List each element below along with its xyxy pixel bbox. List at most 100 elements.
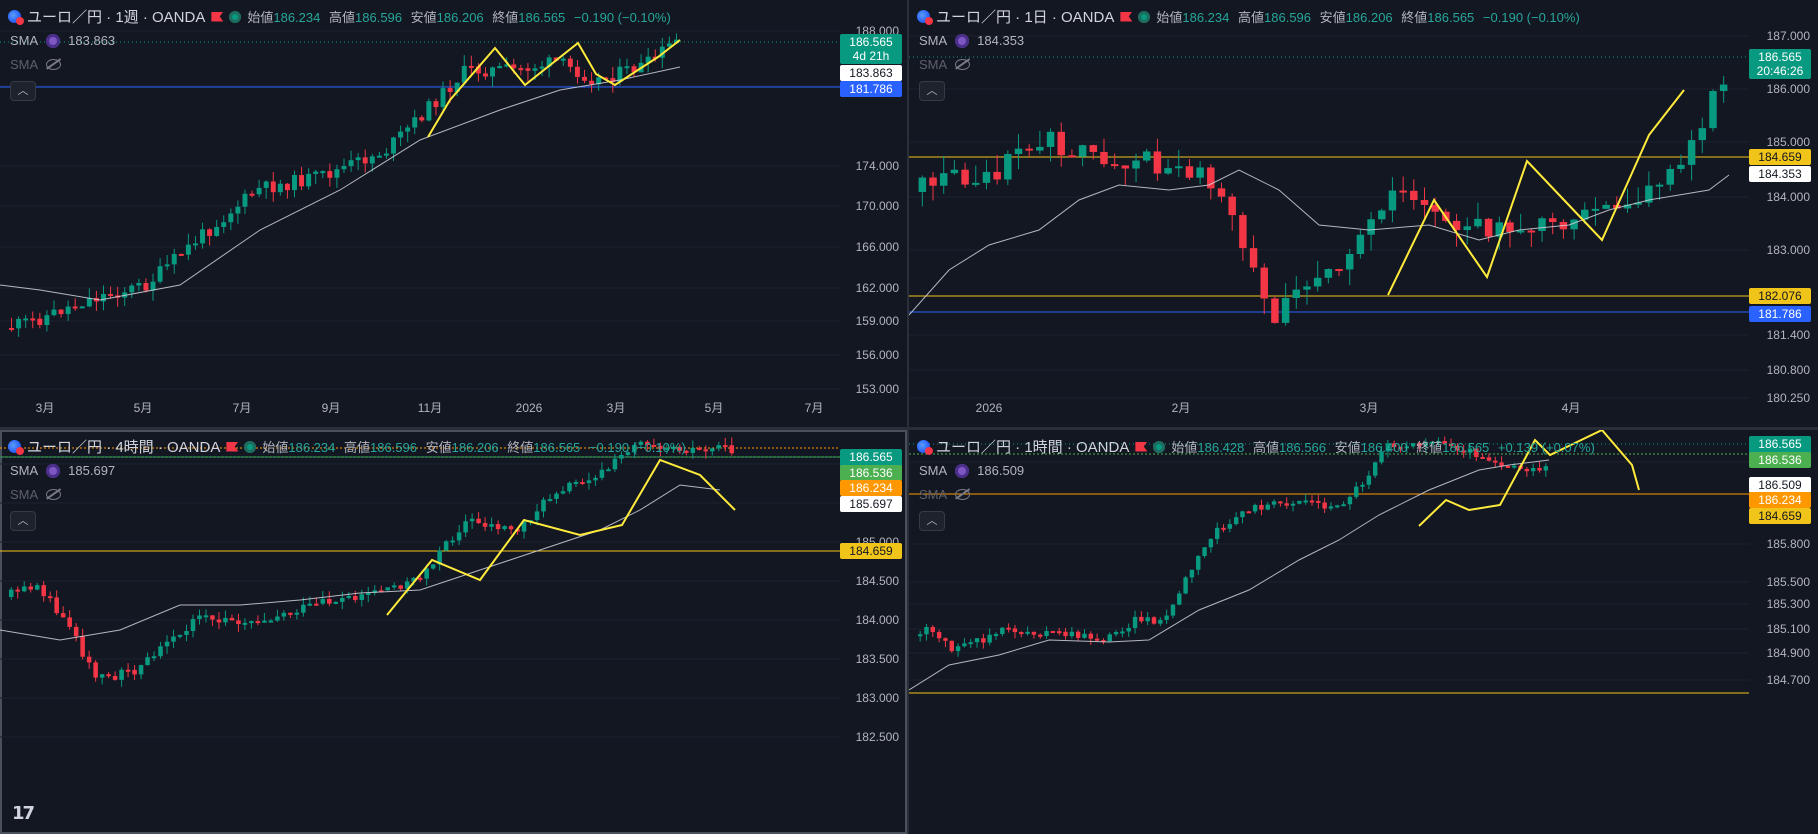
candle-body: [1484, 218, 1493, 237]
chart-pane-weekly[interactable]: 188.000179.000174.000170.000166.000162.0…: [0, 0, 907, 427]
eye-hidden-icon[interactable]: [46, 59, 62, 70]
time-axis-label: 7月: [233, 401, 252, 415]
sma-hidden-row[interactable]: SMA: [10, 487, 62, 502]
sma-hidden-row[interactable]: SMA: [919, 57, 971, 72]
flag-icon[interactable]: [226, 441, 239, 452]
chart-canvas-4h[interactable]: 187.000185.500185.000184.500184.000183.5…: [0, 430, 907, 834]
eye-hidden-icon[interactable]: [955, 489, 971, 500]
candle-body: [1442, 441, 1447, 444]
symbol-title[interactable]: ユーロ／円 · 1時間 · OANDA: [936, 439, 1130, 456]
candle-body: [1316, 500, 1321, 503]
time-axis-label: 4月: [1562, 401, 1581, 415]
symbol-title[interactable]: ユーロ／円 · 4時間 · OANDA: [27, 439, 221, 456]
candle-body: [1044, 631, 1049, 636]
candle-body: [320, 598, 326, 604]
candle-body: [1069, 631, 1075, 637]
candle-body: [178, 253, 184, 256]
candle-body: [1290, 503, 1296, 506]
flag-icon[interactable]: [211, 11, 224, 22]
candle-body: [353, 595, 358, 600]
sma-indicator-row[interactable]: SMA 183.863: [10, 33, 116, 48]
candle-body: [158, 646, 163, 657]
candle-body: [60, 613, 66, 618]
candle-body: [177, 634, 183, 637]
candle-body: [1360, 484, 1365, 487]
candle-body: [164, 641, 170, 647]
chart-pane-daily[interactable]: 187.000 186.000 185.000 184.000 183.000 181.4…: [909, 0, 1818, 427]
candle-body: [1126, 627, 1131, 632]
candle-body: [1495, 222, 1504, 237]
price-axis-label: 184.900: [1767, 646, 1811, 660]
flag-icon[interactable]: [1135, 441, 1148, 452]
candle-body: [294, 612, 300, 615]
symbol-logo-icon: [8, 10, 24, 25]
candle-body: [1506, 222, 1514, 232]
eye-hidden-icon[interactable]: [46, 489, 62, 500]
candle-body: [1388, 190, 1397, 211]
time-axis-label: 9月: [322, 401, 341, 415]
candle-body: [1217, 188, 1226, 197]
symbol-title[interactable]: ユーロ／円 · 1日 · OANDA: [936, 9, 1115, 26]
time-axis-label: 2026: [976, 401, 1003, 415]
chart-pane-4h[interactable]: 187.000185.500185.000184.500184.000183.5…: [0, 430, 907, 834]
candle-body: [534, 511, 540, 521]
candle-body: [256, 187, 262, 195]
candle-body: [1378, 210, 1386, 220]
chart-pane-1h[interactable]: 187.000185.800185.500185.300185.100184.9…: [909, 430, 1818, 834]
collapse-legend-button[interactable]: ︿: [919, 81, 945, 101]
price-axis-label: 174.000: [856, 159, 900, 173]
sma-indicator-row[interactable]: SMA 185.697: [10, 463, 116, 478]
sma-indicator-row[interactable]: SMA 184.353: [919, 33, 1025, 48]
candle-body: [580, 481, 585, 484]
candle-body: [327, 598, 332, 604]
candle-body: [1259, 504, 1264, 510]
eye-hidden-icon[interactable]: [955, 59, 971, 70]
candle-body: [968, 642, 973, 645]
flag-icon[interactable]: [1120, 11, 1133, 22]
time-axis-label: 3月: [1360, 401, 1379, 415]
candle-body: [197, 615, 202, 620]
candle-body: [671, 447, 676, 450]
ohlc-values: 始値186.234 高値186.596 安値186.206 終値186.565 …: [247, 10, 671, 25]
sma-hidden-row[interactable]: SMA: [10, 57, 62, 72]
pane-divider-vertical[interactable]: [907, 0, 909, 834]
candle-body: [1719, 84, 1728, 92]
collapse-legend-button[interactable]: ︿: [10, 81, 36, 101]
candle-body: [1356, 234, 1365, 255]
symbol-logo-icon: [917, 10, 933, 25]
candle-body: [333, 601, 339, 604]
chart-canvas-weekly[interactable]: 188.000179.000174.000170.000166.000162.0…: [0, 0, 907, 427]
candle-body: [320, 171, 326, 174]
chart-canvas-1h[interactable]: 187.000185.800185.500185.300185.100184.9…: [909, 430, 1818, 834]
symbol-title[interactable]: ユーロ／円 · 1週 · OANDA: [27, 9, 206, 26]
candle-body: [447, 88, 453, 93]
tradingview-logo-icon[interactable]: 17: [12, 803, 35, 824]
candle-body: [1177, 593, 1182, 605]
candle-body: [684, 450, 689, 453]
price-badge: [1749, 288, 1811, 304]
price-badge-label: 184.659: [1758, 509, 1802, 523]
candle-body: [475, 66, 481, 74]
candle-body: [1493, 460, 1498, 463]
sma-indicator-row[interactable]: SMA 186.509: [919, 463, 1025, 478]
candle-body: [710, 448, 715, 452]
candle-body: [993, 171, 1001, 180]
candle-body: [1000, 627, 1005, 635]
candle-body: [982, 171, 991, 183]
candle-body: [143, 282, 149, 291]
candle-body: [1246, 511, 1252, 514]
candle-body: [658, 445, 663, 449]
candle-body: [1354, 486, 1359, 497]
candle-body: [145, 657, 150, 666]
price-badge-label: 186.509: [1758, 478, 1802, 492]
sma-hidden-row[interactable]: SMA: [919, 487, 971, 502]
collapse-legend-button[interactable]: ︿: [10, 511, 36, 531]
collapse-legend-button[interactable]: ︿: [919, 511, 945, 531]
candle-body: [624, 66, 630, 69]
pane-divider-horizontal[interactable]: [0, 427, 1818, 430]
chart-canvas-daily[interactable]: 187.000 186.000 185.000 184.000 183.000 181.4…: [909, 0, 1818, 427]
candle-body: [1385, 443, 1391, 452]
candle-body: [108, 293, 114, 296]
candle-body: [341, 166, 347, 170]
price-badge-label: 183.863: [849, 66, 893, 80]
